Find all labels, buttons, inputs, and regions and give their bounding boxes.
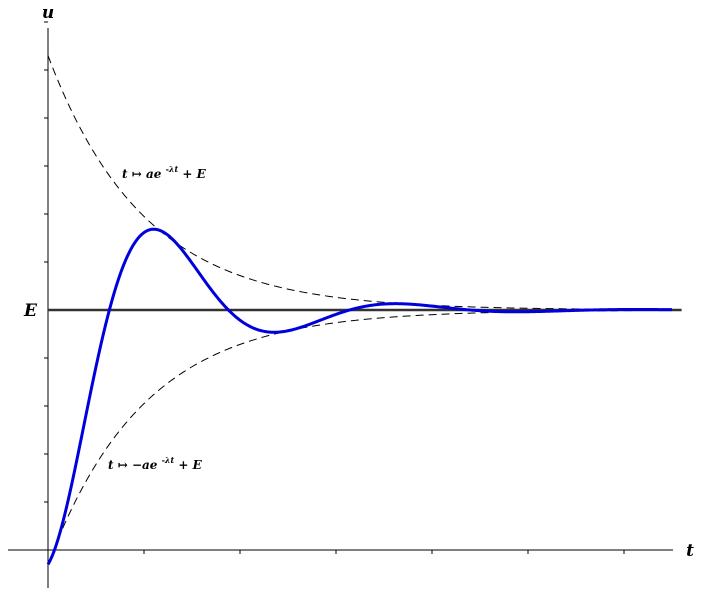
upper-envelope-label: t ↦ ae -λt + E [122,161,207,181]
lower-envelope-label-tail: + E [178,458,202,472]
solution-curve [46,227,673,566]
lower-envelope-label-exponent: -λt [162,455,175,465]
x-ticks [143,550,625,554]
y-ticks [44,21,48,503]
lower-envelope-label-main: t ↦ −ae [108,458,158,472]
upper-envelope-label-tail: + E [182,167,206,181]
lower-envelope-label: t ↦ −ae -λt + E [108,452,203,472]
x-axis-label: t [686,541,694,561]
series-layer [46,55,682,566]
equilibrium-label: E [23,301,38,321]
y-axis-label: u [42,3,54,23]
upper-envelope-label-main: t ↦ ae [122,167,162,181]
axes [8,21,673,588]
lower-envelope-line [47,309,673,565]
upper-envelope-label-exponent: -λt [166,164,179,174]
upper-envelope-line [47,55,673,311]
labels: t u E t ↦ ae -λt + E t ↦ −ae -λt + E [23,3,694,561]
